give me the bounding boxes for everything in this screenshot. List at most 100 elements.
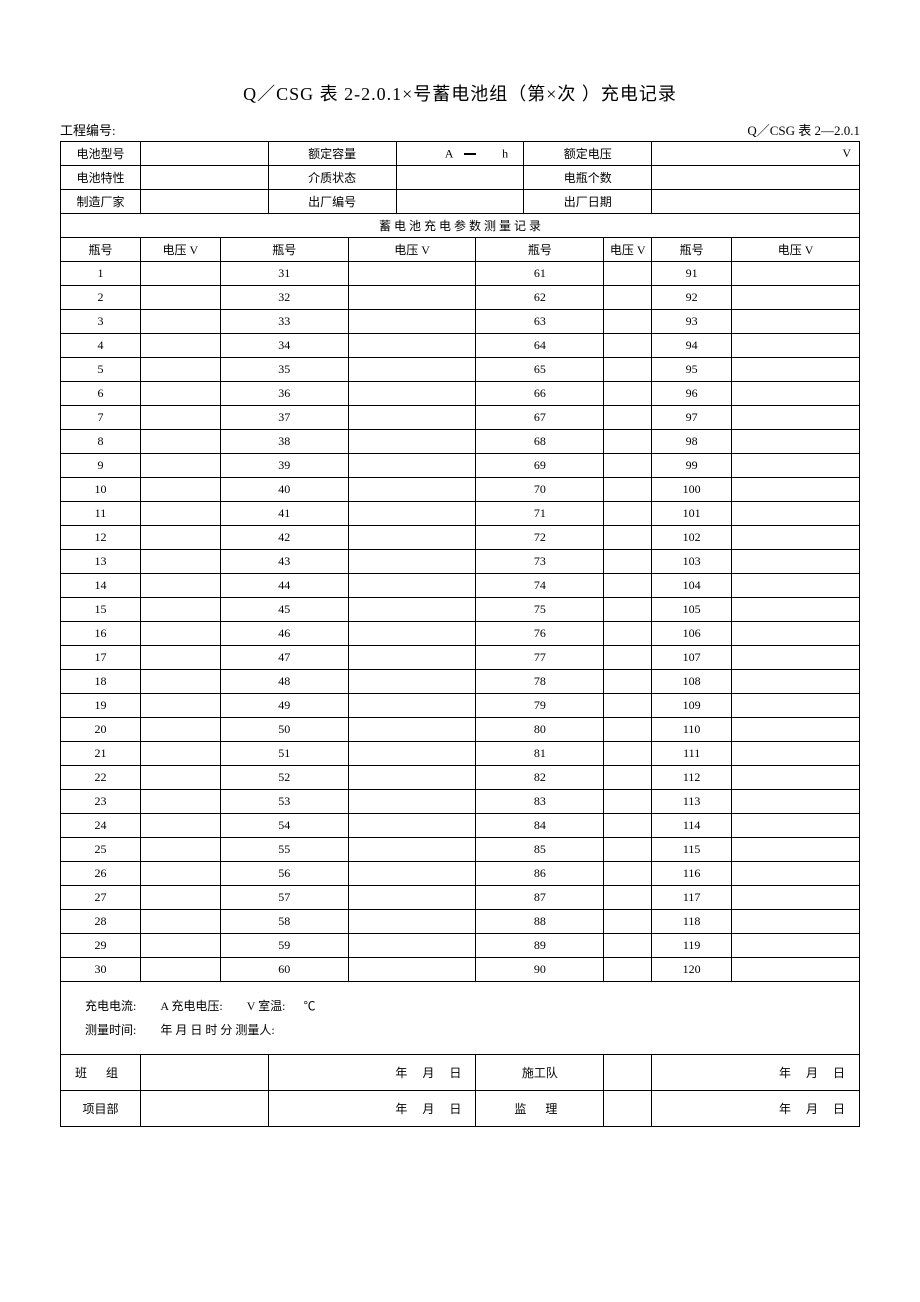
voltage-value	[604, 598, 652, 622]
bottle-number: 11	[61, 502, 141, 526]
voltage-value	[604, 430, 652, 454]
bottle-number: 104	[652, 574, 732, 598]
voltage-value	[348, 430, 476, 454]
voltage-value	[348, 862, 476, 886]
bottle-number: 91	[652, 262, 732, 286]
column-header-row: 瓶号 电压 V 瓶号 电压 V 瓶号 电压 V 瓶号 电压 V	[61, 238, 860, 262]
sig-crew-date: 年 月 日	[652, 1055, 860, 1091]
voltage-value	[348, 838, 476, 862]
sig-crew-name	[604, 1055, 652, 1091]
voltage-value	[348, 262, 476, 286]
bottle-number: 51	[220, 742, 348, 766]
voltage-value	[604, 862, 652, 886]
page-title: Q／CSG 表 2-2.0.1×号蓄电池组（第×次 ）充电记录	[60, 80, 860, 106]
label-rated-voltage: 额定电压	[524, 142, 652, 166]
bottle-number: 109	[652, 694, 732, 718]
bottle-number: 28	[61, 910, 141, 934]
voltage-value	[140, 478, 220, 502]
note-time-fmt: 年 月 日 时 分 测量人:	[160, 1023, 274, 1037]
bottle-number: 33	[220, 310, 348, 334]
voltage-value	[348, 718, 476, 742]
bottle-number: 89	[476, 934, 604, 958]
note-time-label: 测量时间:	[85, 1023, 136, 1037]
bottle-number: 108	[652, 670, 732, 694]
voltage-value	[732, 718, 860, 742]
value-rated-capacity: A h	[396, 142, 524, 166]
voltage-value	[140, 334, 220, 358]
bottle-number: 83	[476, 790, 604, 814]
voltage-value	[604, 406, 652, 430]
voltage-value	[348, 502, 476, 526]
table-row: 255585115	[61, 838, 860, 862]
bottle-number: 74	[476, 574, 604, 598]
voltage-value	[348, 910, 476, 934]
voltage-value	[732, 478, 860, 502]
bottle-number: 32	[220, 286, 348, 310]
label-factory-no: 出厂编号	[268, 190, 396, 214]
table-row: 9396999	[61, 454, 860, 478]
bottle-number: 114	[652, 814, 732, 838]
bottle-number: 37	[220, 406, 348, 430]
voltage-value	[732, 910, 860, 934]
bottle-number: 52	[220, 766, 348, 790]
voltage-value	[348, 646, 476, 670]
bottle-number: 86	[476, 862, 604, 886]
bottle-number: 31	[220, 262, 348, 286]
voltage-value	[604, 838, 652, 862]
section-header-row: 蓄 电 池 充 电 参 数 测 量 记 录	[61, 214, 860, 238]
bottle-number: 48	[220, 670, 348, 694]
voltage-value	[732, 454, 860, 478]
value-factory-no	[396, 190, 524, 214]
value-medium-state	[396, 166, 524, 190]
bottle-number: 22	[61, 766, 141, 790]
bottle-number: 17	[61, 646, 141, 670]
table-row: 265686116	[61, 862, 860, 886]
voltage-value	[140, 742, 220, 766]
col-bottle-3: 瓶号	[476, 238, 604, 262]
table-row: 4346494	[61, 334, 860, 358]
sig-sup-date: 年 月 日	[652, 1091, 860, 1127]
bottle-number: 68	[476, 430, 604, 454]
sig-proj-name	[140, 1091, 268, 1127]
bottle-number: 5	[61, 358, 141, 382]
voltage-value	[348, 454, 476, 478]
bottle-number: 47	[220, 646, 348, 670]
voltage-value	[348, 478, 476, 502]
table-row: 104070100	[61, 478, 860, 502]
section-header: 蓄 电 池 充 电 参 数 测 量 记 录	[61, 214, 860, 238]
bottle-number: 42	[220, 526, 348, 550]
value-cell-count	[652, 166, 860, 190]
bottle-number: 15	[61, 598, 141, 622]
bottle-number: 98	[652, 430, 732, 454]
bottle-number: 77	[476, 646, 604, 670]
sig-team-date: 年 月 日	[268, 1055, 476, 1091]
bottle-number: 8	[61, 430, 141, 454]
voltage-value	[348, 958, 476, 982]
bottle-number: 66	[476, 382, 604, 406]
bottle-number: 40	[220, 478, 348, 502]
col-bottle-2: 瓶号	[220, 238, 348, 262]
sig-crew-label: 施工队	[476, 1055, 604, 1091]
bottle-number: 10	[61, 478, 141, 502]
voltage-value	[348, 406, 476, 430]
bottle-number: 60	[220, 958, 348, 982]
bottle-number: 115	[652, 838, 732, 862]
bottle-number: 38	[220, 430, 348, 454]
bottle-number: 59	[220, 934, 348, 958]
bottle-number: 50	[220, 718, 348, 742]
voltage-value	[348, 574, 476, 598]
bottle-number: 111	[652, 742, 732, 766]
bottle-number: 102	[652, 526, 732, 550]
voltage-value	[140, 430, 220, 454]
table-row: 174777107	[61, 646, 860, 670]
voltage-value	[348, 934, 476, 958]
voltage-value	[604, 502, 652, 526]
bottle-number: 6	[61, 382, 141, 406]
voltage-value	[732, 430, 860, 454]
voltage-value	[140, 862, 220, 886]
bottle-number: 81	[476, 742, 604, 766]
voltage-value	[732, 646, 860, 670]
voltage-value	[140, 790, 220, 814]
note-charge-current-label: 充电电流:	[85, 999, 136, 1013]
table-row: 7376797	[61, 406, 860, 430]
